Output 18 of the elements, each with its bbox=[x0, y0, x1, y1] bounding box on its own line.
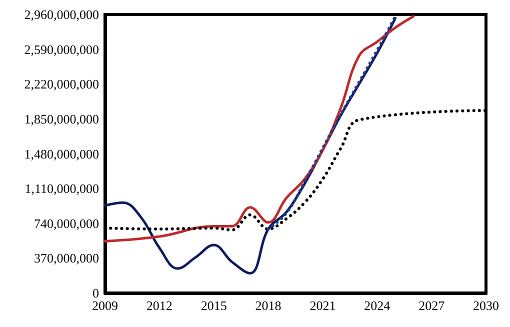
x-tick-label: 2024 bbox=[364, 298, 391, 313]
x-tick-label: 2027 bbox=[418, 298, 446, 313]
x-tick-label: 2012 bbox=[146, 298, 172, 313]
x-tick-label: 2009 bbox=[92, 298, 118, 313]
y-tick-label: 740,000,000 bbox=[34, 216, 99, 231]
x-tick-label: 2030 bbox=[473, 298, 499, 313]
y-tick-label: 0 bbox=[92, 286, 99, 300]
y-tick-label: 1,110,000,000 bbox=[24, 181, 99, 196]
y-tick-label: 2,590,000,000 bbox=[24, 42, 99, 57]
x-tick-label: 2015 bbox=[200, 298, 227, 313]
y-tick-label: 2,960,000,000 bbox=[24, 7, 99, 22]
y-tick-label: 1,850,000,000 bbox=[24, 111, 99, 126]
line-series bbox=[266, 14, 397, 231]
x-tick-label: 2018 bbox=[255, 298, 282, 313]
x-tick-label: 2021 bbox=[310, 298, 336, 313]
y-tick-label: 370,000,000 bbox=[34, 250, 99, 266]
y-tick-label: 1,480,000,000 bbox=[24, 146, 99, 162]
y-tick-label: 2,220,000,000 bbox=[24, 76, 99, 92]
